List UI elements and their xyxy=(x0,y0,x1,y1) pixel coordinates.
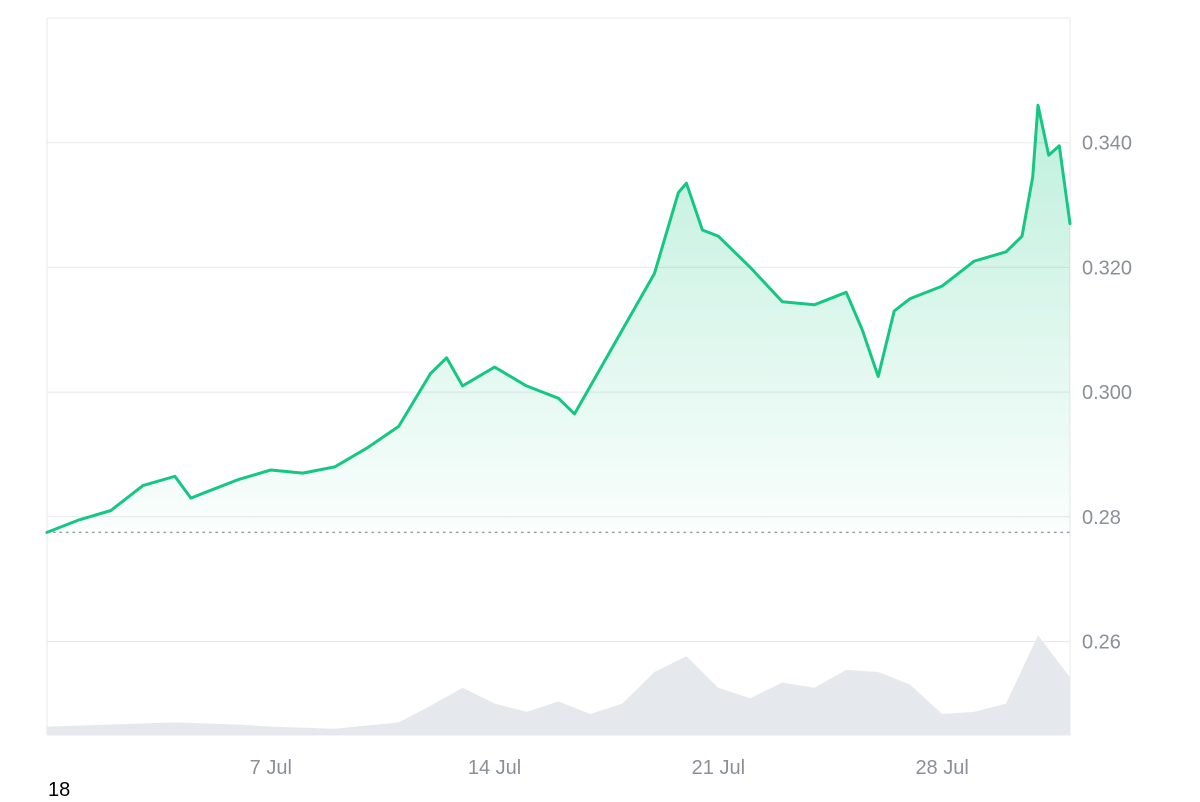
x-axis-ticks: 7 Jul 14 Jul 21 Jul 28 Jul xyxy=(250,757,969,779)
footer-label: 18 xyxy=(48,779,71,801)
price-area xyxy=(47,105,1070,533)
price-point-10 xyxy=(334,466,336,468)
price-point-2 xyxy=(110,510,112,511)
y-tick-label-4: 0.340 xyxy=(1082,133,1132,155)
price-point-32 xyxy=(877,376,879,377)
price-point-29 xyxy=(813,304,815,306)
price-point-20 xyxy=(590,385,591,387)
price-line-layer xyxy=(45,103,1072,534)
price-point-7 xyxy=(238,478,240,480)
price-point-26 xyxy=(717,235,719,237)
price-point-34 xyxy=(909,298,911,300)
price-point-42 xyxy=(1058,145,1060,147)
volume-area xyxy=(47,635,1070,735)
price-point-16 xyxy=(494,366,496,368)
price-point-14 xyxy=(446,357,448,359)
price-point-43 xyxy=(1069,223,1071,225)
price-point-11 xyxy=(366,447,368,449)
y-tick-label-3: 0.320 xyxy=(1082,257,1132,279)
price-point-41 xyxy=(1048,154,1050,156)
price-point-28 xyxy=(781,301,783,303)
price-point-23 xyxy=(677,192,679,194)
price-point-31 xyxy=(861,329,863,331)
price-point-9 xyxy=(302,472,304,474)
price-point-8 xyxy=(270,469,272,471)
price-point-0 xyxy=(46,531,48,533)
price-point-38 xyxy=(1021,235,1023,237)
y-tick-label-0: 0.26 xyxy=(1082,631,1121,653)
price-point-6 xyxy=(206,491,208,493)
price-point-4 xyxy=(174,475,176,477)
price-point-17 xyxy=(526,385,527,387)
price-line xyxy=(45,103,1072,534)
price-point-39 xyxy=(1032,176,1034,178)
price-point-35 xyxy=(941,285,943,287)
price-point-37 xyxy=(1005,251,1007,253)
price-point-27 xyxy=(749,266,751,268)
price-point-33 xyxy=(893,310,895,312)
x-tick-label-2: 21 Jul xyxy=(692,757,745,779)
price-point-25 xyxy=(701,229,703,231)
price-point-40 xyxy=(1037,104,1039,106)
price-point-30 xyxy=(845,291,847,293)
price-point-18 xyxy=(558,397,559,399)
price-point-3 xyxy=(142,485,144,487)
price-point-5 xyxy=(190,497,192,499)
price-point-19 xyxy=(574,413,575,415)
price-point-21 xyxy=(621,329,623,331)
y-axis-ticks: 0.26 0.28 0.300 0.320 0.340 xyxy=(1082,133,1132,654)
x-tick-label-3: 28 Jul xyxy=(915,757,968,779)
x-tick-label-0: 7 Jul xyxy=(250,757,292,779)
price-point-12 xyxy=(398,425,400,427)
x-tick-label-1: 14 Jul xyxy=(468,757,521,779)
y-tick-label-2: 0.300 xyxy=(1082,382,1132,404)
price-point-22 xyxy=(653,273,655,275)
price-point-36 xyxy=(973,260,975,262)
price-point-24 xyxy=(685,182,687,184)
volume-area-layer xyxy=(47,635,1070,735)
price-point-13 xyxy=(430,372,432,374)
y-tick-label-1: 0.28 xyxy=(1082,507,1121,529)
price-area-layer xyxy=(47,105,1070,533)
price-point-15 xyxy=(462,385,464,387)
price-point-1 xyxy=(78,519,80,521)
